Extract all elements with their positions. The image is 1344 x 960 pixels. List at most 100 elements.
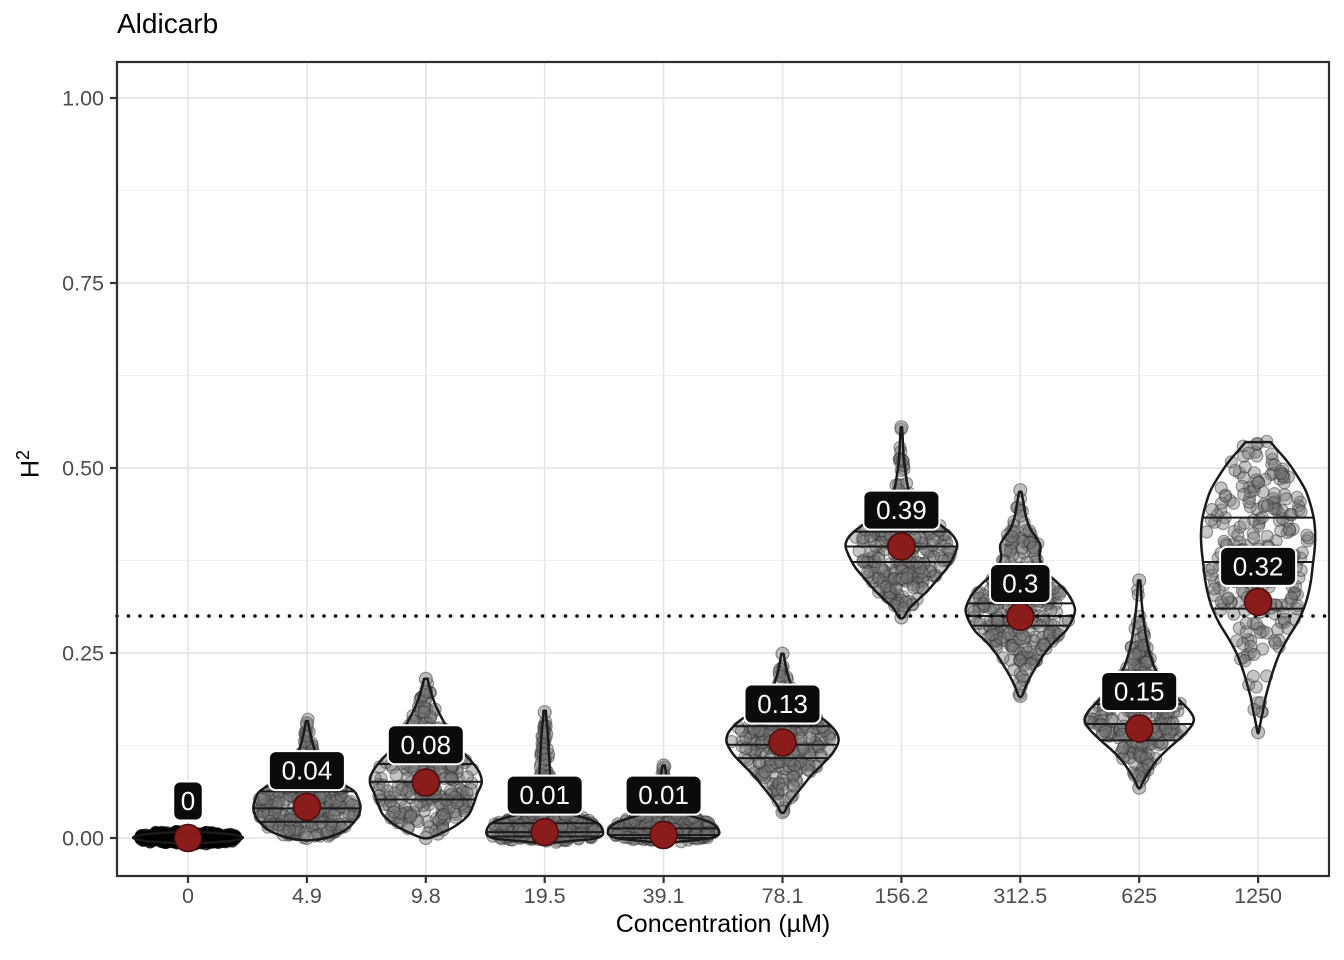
data-point	[755, 767, 769, 782]
data-point	[574, 827, 589, 841]
data-point	[768, 783, 782, 797]
data-point	[1250, 449, 1264, 463]
data-point	[384, 794, 398, 809]
mean-dot-312.5	[1006, 602, 1035, 631]
mean-dot-1250	[1243, 587, 1273, 617]
y-tick-label: 0.50	[62, 457, 104, 481]
data-point	[516, 820, 530, 835]
data-point	[442, 800, 456, 815]
data-point	[444, 788, 458, 802]
y-axis-title-base: H	[16, 459, 45, 479]
data-point	[312, 819, 326, 834]
data-point	[269, 816, 283, 830]
data-point	[503, 817, 518, 832]
data-point	[1227, 607, 1241, 621]
data-point	[588, 823, 602, 837]
data-point	[331, 803, 345, 817]
data-point	[334, 800, 348, 814]
y-tick-label: 0.00	[62, 827, 104, 851]
data-point	[517, 818, 532, 832]
data-point	[1247, 647, 1261, 662]
data-point	[414, 705, 428, 719]
data-point	[380, 784, 394, 798]
mean-label-39.1: 0.01	[624, 774, 703, 816]
mean-dot-4.9	[292, 792, 322, 822]
x-tick-label: 0	[182, 884, 194, 908]
data-point	[1218, 489, 1233, 504]
data-point	[1204, 513, 1218, 527]
data-point	[638, 817, 653, 831]
mean-label-text: 0.13	[757, 689, 808, 719]
data-point	[392, 810, 406, 824]
data-point	[642, 817, 656, 831]
data-point	[973, 616, 987, 631]
data-point	[798, 749, 812, 764]
data-point	[638, 820, 652, 834]
mean-label-text: 0.01	[638, 780, 689, 810]
mean-dot-39.1	[649, 820, 678, 850]
data-point	[398, 800, 412, 814]
data-point	[437, 812, 451, 826]
data-point	[455, 797, 469, 811]
data-point	[450, 796, 464, 810]
data-point	[291, 823, 305, 838]
x-tick-label: 1250	[1234, 884, 1282, 908]
data-point	[404, 807, 418, 821]
data-point	[450, 765, 464, 779]
data-point	[418, 693, 432, 708]
data-point	[399, 805, 413, 820]
y-tick-label: 0.75	[62, 272, 104, 296]
mean-label-text: 0.01	[519, 780, 570, 810]
data-point	[387, 805, 401, 819]
data-point	[443, 784, 458, 798]
data-point	[1006, 642, 1021, 656]
data-point	[926, 532, 941, 547]
mean-label-text: 0.32	[1233, 551, 1284, 581]
data-point	[282, 823, 297, 837]
data-point	[465, 776, 479, 790]
data-point	[270, 800, 284, 814]
data-point	[444, 772, 458, 786]
data-point	[258, 797, 272, 811]
data-point	[679, 819, 693, 834]
data-point	[395, 782, 409, 797]
y-axis-title: H2	[13, 414, 45, 514]
mean-label-text: 0.08	[400, 730, 451, 760]
data-point	[753, 728, 767, 743]
data-point	[1001, 627, 1015, 641]
data-point	[456, 785, 470, 799]
data-point	[749, 736, 763, 750]
mean-label-625: 0.15	[1100, 670, 1179, 712]
data-point	[1279, 492, 1294, 506]
data-point	[1154, 736, 1169, 751]
data-point	[393, 805, 407, 820]
data-point	[814, 736, 829, 750]
y-tick-label: 0.25	[62, 642, 104, 666]
data-point	[1237, 516, 1252, 530]
y-tick-label: 1.00	[62, 87, 104, 111]
data-point	[407, 805, 421, 820]
mean-label-text: 0	[181, 786, 195, 816]
data-point	[396, 807, 410, 821]
data-point	[1249, 617, 1263, 631]
data-point	[391, 779, 405, 794]
data-point	[455, 784, 470, 798]
data-point	[1267, 458, 1282, 472]
data-point	[268, 805, 282, 820]
data-point	[889, 581, 903, 596]
data-point	[417, 705, 431, 719]
data-point	[437, 807, 451, 822]
data-point	[1231, 528, 1245, 542]
mean-label-0: 0	[172, 780, 204, 822]
data-point	[420, 701, 434, 716]
data-point	[417, 702, 431, 716]
x-tick-label: 312.5	[993, 884, 1047, 908]
data-point	[570, 817, 584, 832]
y-axis-title-exponent: 2	[13, 449, 33, 460]
data-point	[417, 700, 432, 715]
data-point	[1205, 561, 1219, 575]
mean-label-text: 0.3	[1002, 568, 1038, 598]
data-point	[985, 628, 999, 642]
data-point	[452, 794, 466, 808]
data-point	[1290, 490, 1304, 504]
